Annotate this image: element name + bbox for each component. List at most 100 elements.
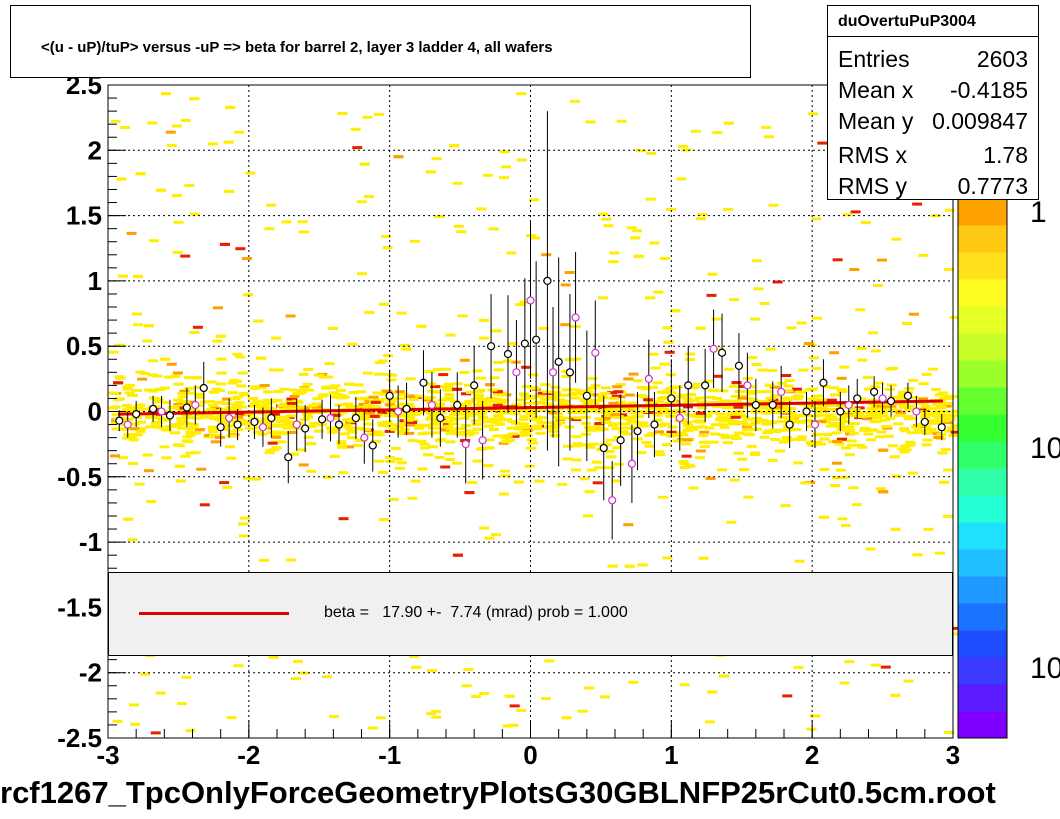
heatmap-cell (425, 417, 436, 421)
heatmap-cell (884, 387, 895, 391)
heatmap-cell (532, 427, 543, 431)
profile-black-point (836, 407, 845, 416)
chart-title: <(u - uP)/tuP> versus -uP => beta for ba… (41, 39, 553, 56)
heatmap-cell (879, 418, 890, 422)
heatmap-cell (624, 393, 635, 397)
heatmap-cell (750, 317, 761, 321)
heatmap-cell (811, 217, 822, 221)
heatmap-cell (912, 202, 923, 206)
heatmap-cell (930, 388, 941, 391)
heatmap-cell (743, 417, 754, 421)
heatmap-cell (531, 415, 542, 419)
heatmap-cell (572, 442, 583, 446)
heatmap-cell (763, 400, 774, 404)
heatmap-cell (108, 391, 119, 395)
heatmap-cell (286, 397, 297, 401)
heatmap-cell (212, 408, 223, 412)
heatmap-cell (837, 405, 848, 409)
heatmap-cell (432, 420, 443, 423)
heatmap-cell (681, 454, 692, 458)
heatmap-cell (430, 710, 441, 714)
heatmap-cell (871, 411, 882, 415)
heatmap-cell (939, 397, 950, 400)
heatmap-cell (864, 411, 875, 414)
heatmap-cell (135, 370, 146, 374)
heatmap-cell (722, 441, 733, 445)
heatmap-cell (679, 462, 690, 466)
heatmap-cell (746, 444, 757, 448)
heatmap-cell (560, 393, 571, 397)
profile-magenta-point (912, 407, 921, 416)
heatmap-cell (791, 428, 802, 431)
heatmap-cell (609, 251, 620, 255)
heatmap-cell (549, 397, 560, 401)
heatmap-cell (127, 538, 138, 542)
heatmap-cell (697, 400, 707, 404)
heatmap-cell (679, 466, 690, 469)
heatmap-cell (402, 411, 413, 415)
heatmap-cell (268, 655, 279, 659)
heatmap-cell (245, 171, 256, 175)
heatmap-cell (182, 435, 193, 439)
heatmap-cell (473, 393, 484, 397)
heatmap-cell (173, 403, 184, 406)
heatmap-cell (373, 112, 384, 116)
heatmap-cell (427, 445, 438, 449)
heatmap-cell (256, 420, 267, 424)
heatmap-cell (561, 375, 572, 378)
heatmap-cell (845, 428, 856, 432)
heatmap-cell (607, 391, 617, 395)
heatmap-cell (430, 385, 441, 389)
heatmap-cell (708, 389, 718, 393)
heatmap-cell (209, 434, 219, 438)
heatmap-cell (764, 135, 774, 139)
heatmap-cell (812, 316, 822, 320)
heatmap-cell (253, 319, 264, 323)
heatmap-cell (818, 515, 829, 519)
heatmap-cell (726, 411, 737, 415)
heatmap-cell (900, 444, 911, 448)
heatmap-cell (839, 365, 850, 369)
heatmap-cell (216, 382, 227, 386)
heatmap-cell (547, 421, 558, 425)
heatmap-cell (780, 504, 791, 508)
heatmap-cell (860, 221, 871, 225)
heatmap-cell (369, 414, 380, 418)
profile-magenta-point (326, 413, 335, 423)
heatmap-cell (302, 412, 313, 416)
heatmap-cell (698, 556, 709, 560)
heatmap-cell (422, 398, 433, 402)
heatmap-cell (752, 417, 762, 420)
heatmap-cell (767, 369, 777, 373)
heatmap-cell (769, 385, 780, 389)
heatmap-cell (628, 680, 639, 684)
heatmap-cell (589, 402, 600, 406)
heatmap-cell (356, 200, 367, 204)
heatmap-cell (357, 272, 368, 276)
heatmap-cell (712, 131, 723, 135)
heatmap-cell (404, 403, 415, 406)
heatmap-cell (658, 495, 669, 499)
heatmap-cell (569, 388, 580, 392)
heatmap-cell (436, 411, 447, 415)
heatmap-cell (908, 396, 919, 399)
heatmap-cell (417, 410, 428, 414)
heatmap-cell (156, 426, 167, 430)
profile-magenta-point (777, 387, 786, 397)
heatmap-cell (444, 396, 455, 400)
heatmap-cell (880, 402, 891, 406)
heatmap-cell (754, 419, 765, 423)
heatmap-cell (177, 392, 188, 395)
heatmap-cell (189, 212, 200, 216)
heatmap-cell (612, 385, 623, 389)
heatmap-cell (692, 419, 703, 423)
heatmap-cell (461, 402, 472, 406)
profile-black-point (301, 424, 310, 433)
heatmap-cell (471, 422, 482, 426)
heatmap-cell (152, 374, 163, 378)
heatmap-cell (746, 385, 757, 389)
heatmap-cell (832, 461, 842, 465)
heatmap-cell (194, 413, 205, 417)
heatmap-cell (313, 429, 324, 433)
heatmap-cell (715, 412, 726, 416)
